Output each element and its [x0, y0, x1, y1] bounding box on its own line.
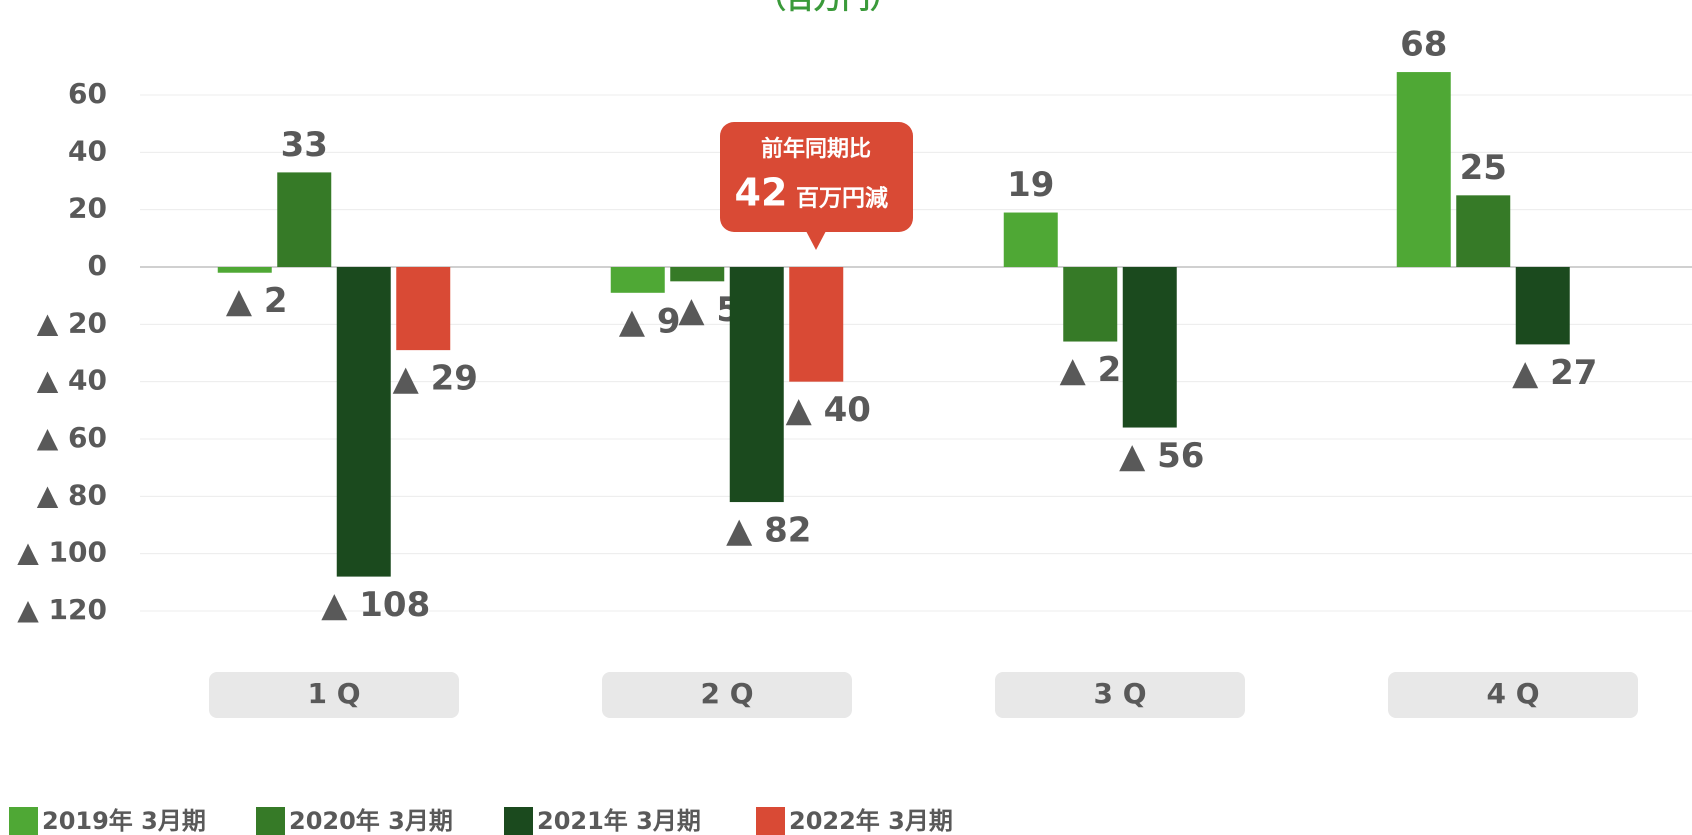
data-label: ▲ 108 [321, 585, 430, 625]
y-tick-label: ▲ 20 [37, 306, 107, 339]
legend-swatch [504, 807, 533, 835]
chart-title: （百万円） [758, 0, 898, 15]
data-label: ▲ 29 [393, 359, 478, 399]
bar [789, 267, 844, 382]
callout-text: 前年同期比 [761, 136, 871, 162]
bar [396, 267, 451, 351]
data-label: ▲ 2 [226, 281, 288, 321]
callout: 前年同期比 42 百万円減 [720, 122, 913, 250]
legend-swatch [256, 807, 285, 835]
bar [217, 267, 272, 273]
y-tick-label: ▲ 40 [37, 364, 107, 397]
x-tick-label: 2 Q [700, 677, 753, 710]
callout-unit: 百万円減 [796, 186, 888, 212]
legend-swatch [756, 807, 785, 835]
data-label: 25 [1460, 148, 1507, 188]
y-tick-label: ▲ 120 [17, 593, 107, 626]
y-tick-label: 60 [68, 77, 107, 110]
data-label: ▲ 56 [1119, 436, 1204, 476]
bar [277, 172, 332, 267]
data-label: 68 [1400, 25, 1447, 65]
callout-pointer [806, 231, 826, 250]
data-label: ▲ 40 [786, 390, 871, 430]
data-label: ▲ 82 [726, 511, 811, 551]
x-tick-label: 4 Q [1486, 677, 1539, 710]
y-tick-label: ▲ 100 [17, 536, 107, 569]
bar [1456, 195, 1511, 267]
category-box [209, 672, 459, 718]
y-tick-label: ▲ 60 [37, 421, 107, 454]
legend-label: 2021年 3月期 [537, 807, 701, 835]
data-label: ▲ 9 [619, 301, 681, 341]
category-box [995, 672, 1245, 718]
bar [1122, 267, 1177, 428]
data-label: 33 [281, 125, 328, 165]
bar [1515, 267, 1570, 345]
legend-label: 2022年 3月期 [789, 807, 953, 835]
bar [336, 267, 391, 577]
y-tick-label: ▲ 80 [37, 478, 107, 511]
category-box [1388, 672, 1638, 718]
y-tick-label: 40 [68, 134, 107, 167]
bar [1396, 72, 1451, 267]
bar [670, 267, 725, 282]
y-tick-label: 0 [88, 249, 107, 282]
category-box [602, 672, 852, 718]
legend-swatch [9, 807, 38, 835]
bar [1003, 212, 1058, 267]
legend-label: 2019年 3月期 [42, 807, 206, 835]
y-tick-label: 20 [68, 192, 107, 225]
data-label: ▲ 27 [1512, 353, 1597, 393]
data-label: 19 [1007, 165, 1054, 205]
callout-box [720, 122, 913, 232]
bar [610, 267, 665, 293]
bar [729, 267, 784, 503]
x-tick-label: 3 Q [1093, 677, 1146, 710]
callout-number: 42 [735, 171, 788, 215]
x-tick-label: 1 Q [307, 677, 360, 710]
legend-label: 2020年 3月期 [289, 807, 453, 835]
bar [1063, 267, 1118, 342]
